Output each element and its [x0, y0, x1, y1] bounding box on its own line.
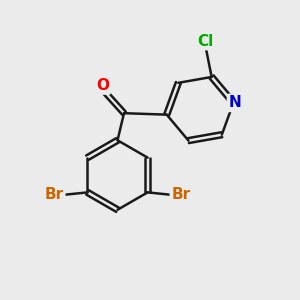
Text: Cl: Cl — [198, 34, 214, 49]
Text: Br: Br — [171, 187, 190, 202]
Text: Br: Br — [45, 187, 64, 202]
Text: O: O — [96, 78, 109, 93]
Text: N: N — [229, 95, 241, 110]
